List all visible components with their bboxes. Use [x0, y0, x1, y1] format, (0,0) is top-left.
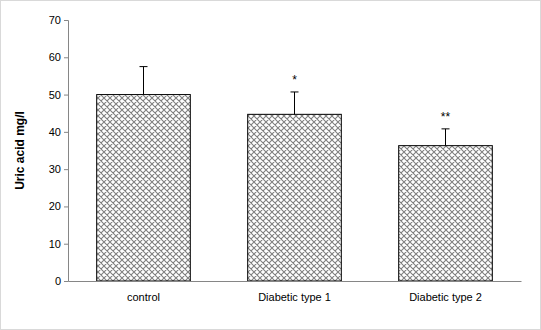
y-tick-label: 20 — [49, 200, 61, 212]
y-tick: 20 — [49, 200, 68, 212]
significance-label: * — [292, 73, 297, 87]
y-tick-label: 40 — [49, 126, 61, 138]
bar — [248, 114, 342, 281]
y-tick-mark — [64, 206, 68, 207]
y-tick-label: 10 — [49, 238, 61, 250]
y-tick: 0 — [55, 275, 68, 287]
error-bar-cap — [140, 66, 148, 67]
y-tick-mark — [64, 244, 68, 245]
error-bar — [291, 92, 299, 114]
y-tick-mark — [64, 281, 68, 282]
y-tick-mark — [64, 20, 68, 21]
error-bar-stem — [143, 67, 144, 95]
error-bar-cap — [291, 91, 299, 92]
x-tick: Diabetic type 2 — [409, 281, 482, 303]
y-tick-mark — [64, 95, 68, 96]
x-tick-label: Diabetic type 1 — [258, 291, 331, 303]
error-bar — [140, 67, 148, 95]
y-tick-label: 0 — [55, 275, 61, 287]
plot: 0 10 20 30 40 50 60 70 control Diabetic type 1 Dia… — [49, 14, 522, 303]
y-tick-mark — [64, 132, 68, 133]
y-tick-label: 30 — [49, 163, 61, 175]
y-tick: 50 — [49, 89, 68, 101]
y-tick: 10 — [49, 238, 68, 250]
error-bar-stem — [294, 92, 295, 114]
bar — [399, 146, 493, 281]
x-tick: Diabetic type 1 — [258, 281, 331, 303]
y-tick-label: 70 — [49, 14, 61, 26]
x-tick-label: control — [127, 291, 160, 303]
y-axis-line — [64, 21, 69, 282]
y-axis-title: Uric acid mg/l — [13, 111, 27, 190]
y-tick: 40 — [49, 126, 68, 138]
y-tick-label: 60 — [49, 51, 61, 63]
error-bar-cap — [442, 128, 450, 129]
x-tick: control — [127, 281, 160, 303]
x-tick-label: Diabetic type 2 — [409, 291, 482, 303]
error-bar-stem — [445, 129, 446, 146]
annotations: *** — [292, 73, 450, 124]
x-axis-line — [69, 281, 522, 282]
chart-frame — [1, 1, 541, 330]
y-tick: 70 — [49, 14, 68, 26]
y-tick-mark — [64, 57, 68, 58]
chart: 0 10 20 30 40 50 60 70 control Diabetic type 1 Dia… — [0, 0, 541, 330]
error-bar — [442, 129, 450, 146]
marks — [97, 67, 493, 281]
y-axis: 0 10 20 30 40 50 60 70 — [49, 14, 69, 287]
x-axis: control Diabetic type 1 Diabetic type 2 — [69, 281, 522, 303]
y-tick: 60 — [49, 51, 68, 63]
significance-label: ** — [441, 110, 451, 124]
y-tick-mark — [64, 169, 68, 170]
bar — [97, 95, 191, 281]
y-tick: 30 — [49, 163, 68, 175]
y-tick-label: 50 — [49, 89, 61, 101]
